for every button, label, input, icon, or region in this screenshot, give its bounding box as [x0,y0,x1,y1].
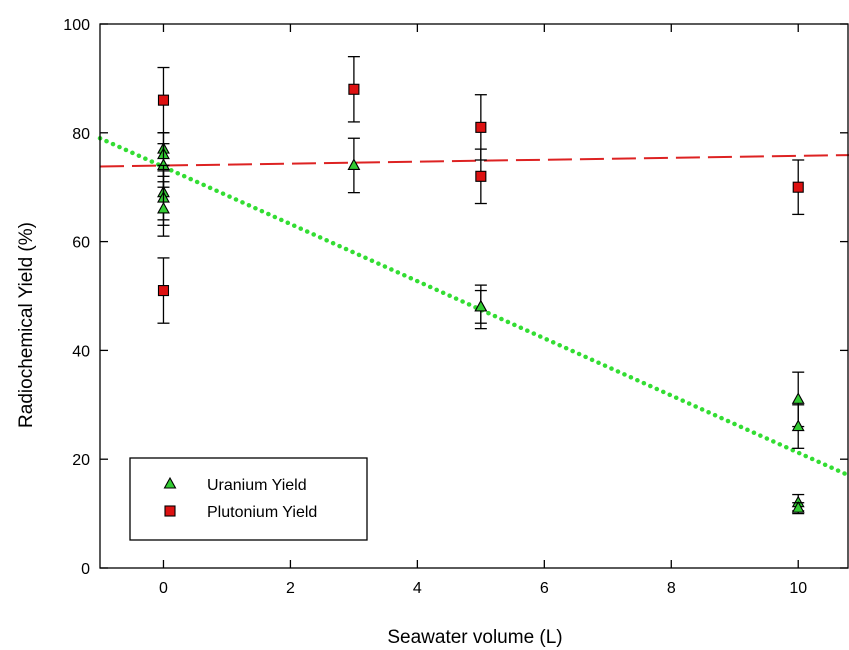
legend-box [129,457,368,541]
plutonium-point-0 [157,66,170,134]
uranium-marker [791,501,805,513]
y-tick-label: 40 [72,343,90,360]
plutonium-point-4 [474,148,487,205]
x-tick-label: 6 [540,580,549,597]
x-tick-label: 0 [159,580,168,597]
plutonium-marker [157,94,170,106]
plutonium-marker [475,170,487,182]
uranium-marker [474,299,488,312]
x-tick-label: 4 [413,580,422,597]
uranium-point-6 [347,137,361,194]
plutonium-marker [792,181,804,193]
uranium-marker [157,201,170,214]
uranium-marker [791,392,805,404]
legend-uranium-label: Uranium Yield [207,477,307,494]
plutonium-point-1 [157,257,170,324]
uranium-marker [347,158,361,170]
fit-line-plutonium [99,154,849,168]
plutonium-marker [475,121,487,133]
legend-plutonium-label: Plutonium Yield [207,504,317,521]
legend: Uranium Yield Plutonium Yield [129,457,368,541]
plot-area [97,135,849,478]
data-marks [157,55,805,515]
x-tick-label: 8 [667,580,676,597]
x-axis-title: Seawater volume (L) [387,627,562,648]
x-tick-label: 2 [286,580,295,597]
plutonium-marker [348,83,360,95]
legend-entry-uranium: Uranium Yield [163,476,307,494]
y-tick-label: 0 [81,561,90,578]
plot-border [99,23,849,569]
y-axis-title: Radiochemical Yield (%) [16,222,37,428]
uranium-marker [791,419,805,432]
plot-frame [99,23,849,569]
fit-line-uranium [97,135,849,478]
uranium-point-8 [474,289,488,324]
y-tick-label: 100 [63,17,90,34]
uranium-point-5 [157,181,170,237]
legend-entry-plutonium: Plutonium Yield [164,504,317,521]
plutonium-point-2 [347,55,360,123]
uranium-point-10 [791,404,805,449]
y-tick-label: 60 [72,235,90,252]
y-tick-label: 20 [72,452,90,469]
legend-plutonium-marker [164,505,176,517]
legend-uranium-marker [163,476,177,489]
plutonium-point-5 [792,159,805,216]
y-tick-label: 80 [72,126,90,143]
x-tick-label: 10 [789,580,807,597]
plutonium-marker [157,285,170,297]
uranium-point-12 [791,501,805,515]
